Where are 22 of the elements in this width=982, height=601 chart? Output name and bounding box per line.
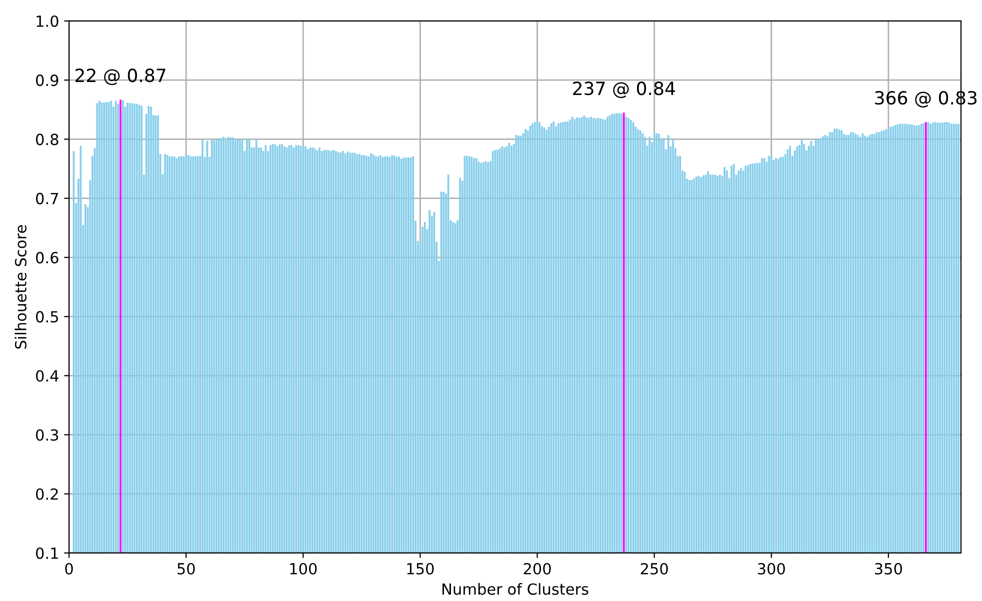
y-tick-label: 0.9	[36, 74, 58, 86]
y-tick-label: 0.6	[36, 252, 58, 264]
x-tick-label: 50	[178, 562, 195, 575]
x-tick-label: 0	[65, 562, 73, 575]
x-tick-label: 100	[290, 562, 317, 575]
x-tick-label: 350	[874, 562, 902, 575]
y-tick-label: 0.7	[36, 192, 58, 204]
y-tick-label: 0.8	[36, 134, 58, 146]
x-tick-label: 200	[524, 562, 551, 575]
x-tick-label: 300	[758, 562, 785, 575]
y-tick-label: 0.1	[36, 547, 58, 559]
y-tick-label: 0.2	[36, 488, 58, 500]
y-tick-label: 0.5	[36, 311, 58, 323]
x-tick-label: 250	[640, 562, 668, 575]
annotation: 237 @ 0.84	[573, 82, 675, 98]
x-tick-label: 150	[407, 562, 434, 575]
y-tick-label: 1.0	[36, 15, 58, 27]
y-tick-label: 0.4	[36, 370, 58, 382]
y-tick-label: 0.3	[36, 429, 58, 441]
y-axis-title: Silhouette Score	[14, 225, 26, 349]
annotation: 22 @ 0.87	[76, 68, 166, 86]
x-axis-title: Number of Clusters	[442, 583, 588, 595]
